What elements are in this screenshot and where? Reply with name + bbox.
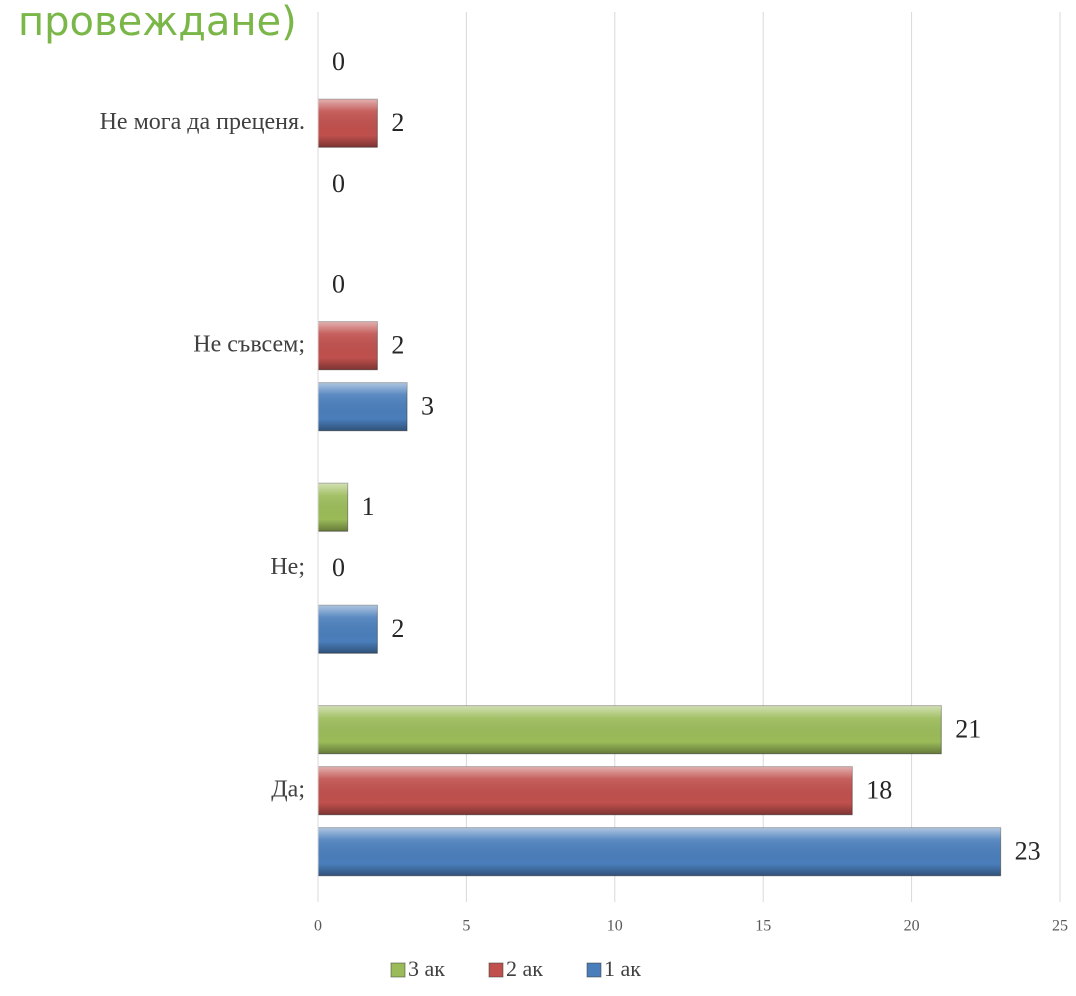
legend-swatch (390, 962, 406, 978)
bar (317, 482, 349, 532)
bar (317, 382, 408, 432)
data-label: 0 (332, 270, 345, 299)
x-tick-label: 5 (462, 918, 470, 935)
x-tick-label: 0 (314, 918, 322, 935)
chart-title: провеждане) (18, 0, 297, 45)
data-label: 3 (421, 392, 434, 421)
y-tick-label: Да; (271, 776, 305, 802)
data-label: 2 (391, 614, 404, 643)
data-label: 0 (332, 47, 345, 76)
legend-label: 1 ак (604, 956, 641, 981)
x-tick-label: 15 (755, 918, 771, 935)
legend-swatch (586, 962, 602, 978)
legend-swatch (488, 962, 504, 978)
data-label: 0 (332, 553, 345, 582)
data-label: 1 (362, 492, 375, 521)
bar (317, 705, 942, 755)
legend-label: 2 ак (506, 956, 543, 981)
data-label: 21 (955, 715, 981, 744)
bar (317, 827, 1002, 877)
data-label: 0 (332, 169, 345, 198)
bar (317, 766, 853, 816)
data-label: 2 (391, 331, 404, 360)
y-tick-label: Не мога да преценя. (100, 109, 305, 135)
x-tick-label: 20 (904, 918, 920, 935)
data-label: 2 (391, 108, 404, 137)
bar (317, 321, 378, 371)
x-tick-label: 25 (1052, 918, 1068, 935)
y-tick-label: Не; (270, 554, 305, 580)
bar (317, 98, 378, 148)
data-label: 18 (866, 776, 892, 805)
x-tick-label: 10 (607, 918, 623, 935)
y-tick-label: Не съвсем; (193, 331, 305, 357)
data-label: 23 (1015, 837, 1041, 866)
legend-label: 3 ак (408, 956, 445, 981)
bar (317, 604, 378, 654)
